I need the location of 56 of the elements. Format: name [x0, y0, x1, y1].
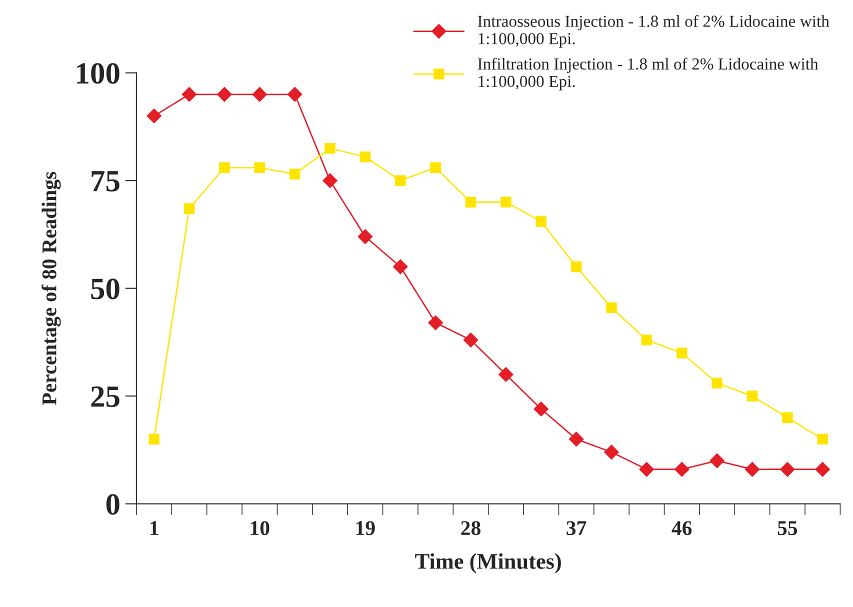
legend-label: Intraosseous Injection - 1.8 ml of 2% Lidocaine with 1:100,000 Epi.	[478, 15, 830, 48]
point	[641, 334, 652, 346]
point	[500, 196, 512, 208]
x-tick-label: 28	[461, 521, 480, 536]
point	[146, 108, 162, 124]
x-tick-label: 37	[566, 521, 586, 536]
point	[674, 462, 690, 477]
legend-label: Infiltration Injection - 1.8 ml of 2% Lidocaine with 1:100,000 Epi.	[478, 58, 818, 90]
point	[534, 402, 549, 416]
point	[744, 462, 760, 477]
x-tick-label: 46	[672, 521, 692, 536]
point	[148, 434, 160, 445]
point	[254, 162, 266, 174]
point	[252, 86, 268, 102]
y-tick-label: 25	[91, 386, 120, 407]
point	[817, 434, 828, 445]
point	[358, 229, 373, 244]
x-tick-label: 55	[778, 521, 798, 536]
y-tick-label: 50	[91, 278, 120, 300]
y-tick-label: 0	[106, 494, 120, 515]
point	[746, 390, 758, 402]
point	[289, 168, 300, 180]
point	[604, 444, 619, 460]
x-axis-title: Time (Minutes)	[415, 553, 561, 574]
x-tick-label: 10	[250, 521, 270, 536]
point	[536, 216, 547, 227]
y-tick-label: 100	[77, 63, 120, 84]
point	[465, 196, 476, 208]
point	[780, 462, 795, 477]
point	[782, 412, 793, 423]
point	[392, 259, 408, 274]
point	[676, 348, 688, 358]
x-tick-label: 19	[356, 521, 375, 536]
y-tick-label: 75	[92, 171, 120, 192]
point	[570, 261, 582, 272]
point	[219, 162, 230, 174]
x-tick-label: 1	[150, 521, 158, 535]
point	[360, 152, 371, 162]
point	[217, 86, 232, 102]
point	[287, 86, 302, 102]
point	[182, 86, 197, 102]
point	[710, 453, 724, 468]
point	[394, 175, 406, 186]
point	[322, 173, 338, 188]
point	[639, 462, 654, 477]
point	[428, 315, 443, 330]
point	[606, 302, 617, 314]
y-axis-title: Percentage of 80 Readings	[42, 172, 61, 405]
point	[815, 462, 830, 477]
point	[430, 162, 441, 174]
point	[712, 378, 722, 389]
point	[568, 432, 584, 447]
point	[498, 367, 514, 382]
point	[324, 142, 336, 154]
point	[184, 203, 195, 214]
point	[463, 332, 478, 348]
